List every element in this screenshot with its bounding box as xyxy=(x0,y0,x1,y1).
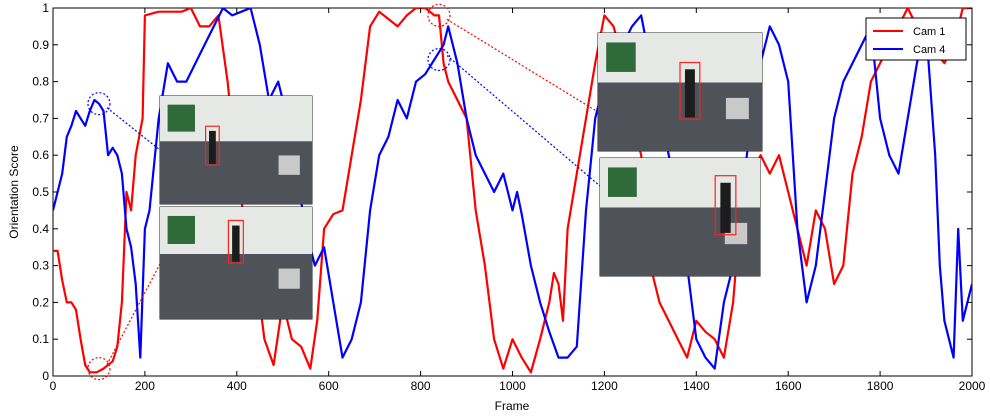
x-tick-label: 1200 xyxy=(591,379,618,393)
y-tick-label: 0.1 xyxy=(32,332,49,346)
y-tick-label: 0.8 xyxy=(32,75,49,89)
x-tick-label: 200 xyxy=(135,379,155,393)
person-figure xyxy=(720,182,731,233)
annotation-circle xyxy=(87,357,111,381)
person-bounding-box xyxy=(227,219,244,264)
legend-label-cam4: Cam 4 xyxy=(913,44,945,56)
x-tick-label: 2000 xyxy=(959,379,986,393)
y-tick-label: 0.4 xyxy=(32,222,49,236)
annotation-circle xyxy=(87,92,111,116)
inset-top-left xyxy=(159,95,313,205)
inset-bottom-left xyxy=(159,206,313,320)
inset-door xyxy=(167,215,195,244)
person-bounding-box xyxy=(714,175,737,236)
inset-door xyxy=(606,42,636,72)
annotation-circle xyxy=(427,47,451,72)
series-line-cam1 xyxy=(53,8,972,374)
inset-floor xyxy=(600,207,760,276)
annotation-leader-line xyxy=(446,55,601,187)
series-line-cam4 xyxy=(53,8,972,370)
annotation-leader-line xyxy=(106,107,161,151)
annotation-layer xyxy=(87,3,601,381)
annotation-circle xyxy=(427,3,451,27)
y-tick-label: 0.9 xyxy=(32,38,49,52)
legend-label-cam1: Cam 1 xyxy=(913,26,945,38)
person-bounding-box xyxy=(679,61,701,120)
y-tick-label: 0.5 xyxy=(32,185,49,199)
y-tick-label: 1 xyxy=(42,1,49,15)
inset-floor xyxy=(160,254,312,319)
y-tick-label: 0.7 xyxy=(32,111,49,125)
series-layer xyxy=(53,8,972,374)
person-bounding-box xyxy=(205,125,220,166)
inset-door xyxy=(167,104,195,132)
person-figure xyxy=(209,130,216,164)
y-tick-label: 0 xyxy=(42,369,49,383)
person-figure xyxy=(232,225,240,262)
inset-furniture xyxy=(278,268,300,289)
legend-box xyxy=(865,17,967,61)
x-tick-label: 800 xyxy=(411,379,431,393)
inset-furniture xyxy=(725,97,749,120)
y-tick-label: 0.3 xyxy=(32,259,49,273)
x-tick-label: 1600 xyxy=(775,379,802,393)
inset-door xyxy=(608,167,637,197)
x-axis-label: Frame xyxy=(495,399,530,413)
axis-layer: 0 200 400 600 800 1000 1200 1400 1600 1800 2000 0 0.… xyxy=(32,1,985,393)
x-tick-label: 1000 xyxy=(499,379,526,393)
x-tick-label: 1400 xyxy=(683,379,710,393)
y-tick-label: 0.6 xyxy=(32,148,49,162)
inset-floor xyxy=(160,141,312,204)
y-tick-label: 0.2 xyxy=(32,295,49,309)
inset-top-right xyxy=(597,32,763,152)
y-axis-label: Orientation Score xyxy=(7,145,21,239)
inset-furniture xyxy=(278,155,300,175)
x-tick-label: 600 xyxy=(319,379,339,393)
x-tick-label: 0 xyxy=(50,379,57,393)
legend: Cam 1 Cam 4 xyxy=(865,17,967,61)
annotation-leader-line xyxy=(106,263,161,365)
inset-bottom-right xyxy=(599,157,761,277)
x-tick-label: 400 xyxy=(227,379,247,393)
inset-layer xyxy=(159,32,763,320)
x-tick-label: 1800 xyxy=(867,379,894,393)
person-figure xyxy=(684,69,695,118)
annotation-leader-line xyxy=(446,18,599,113)
